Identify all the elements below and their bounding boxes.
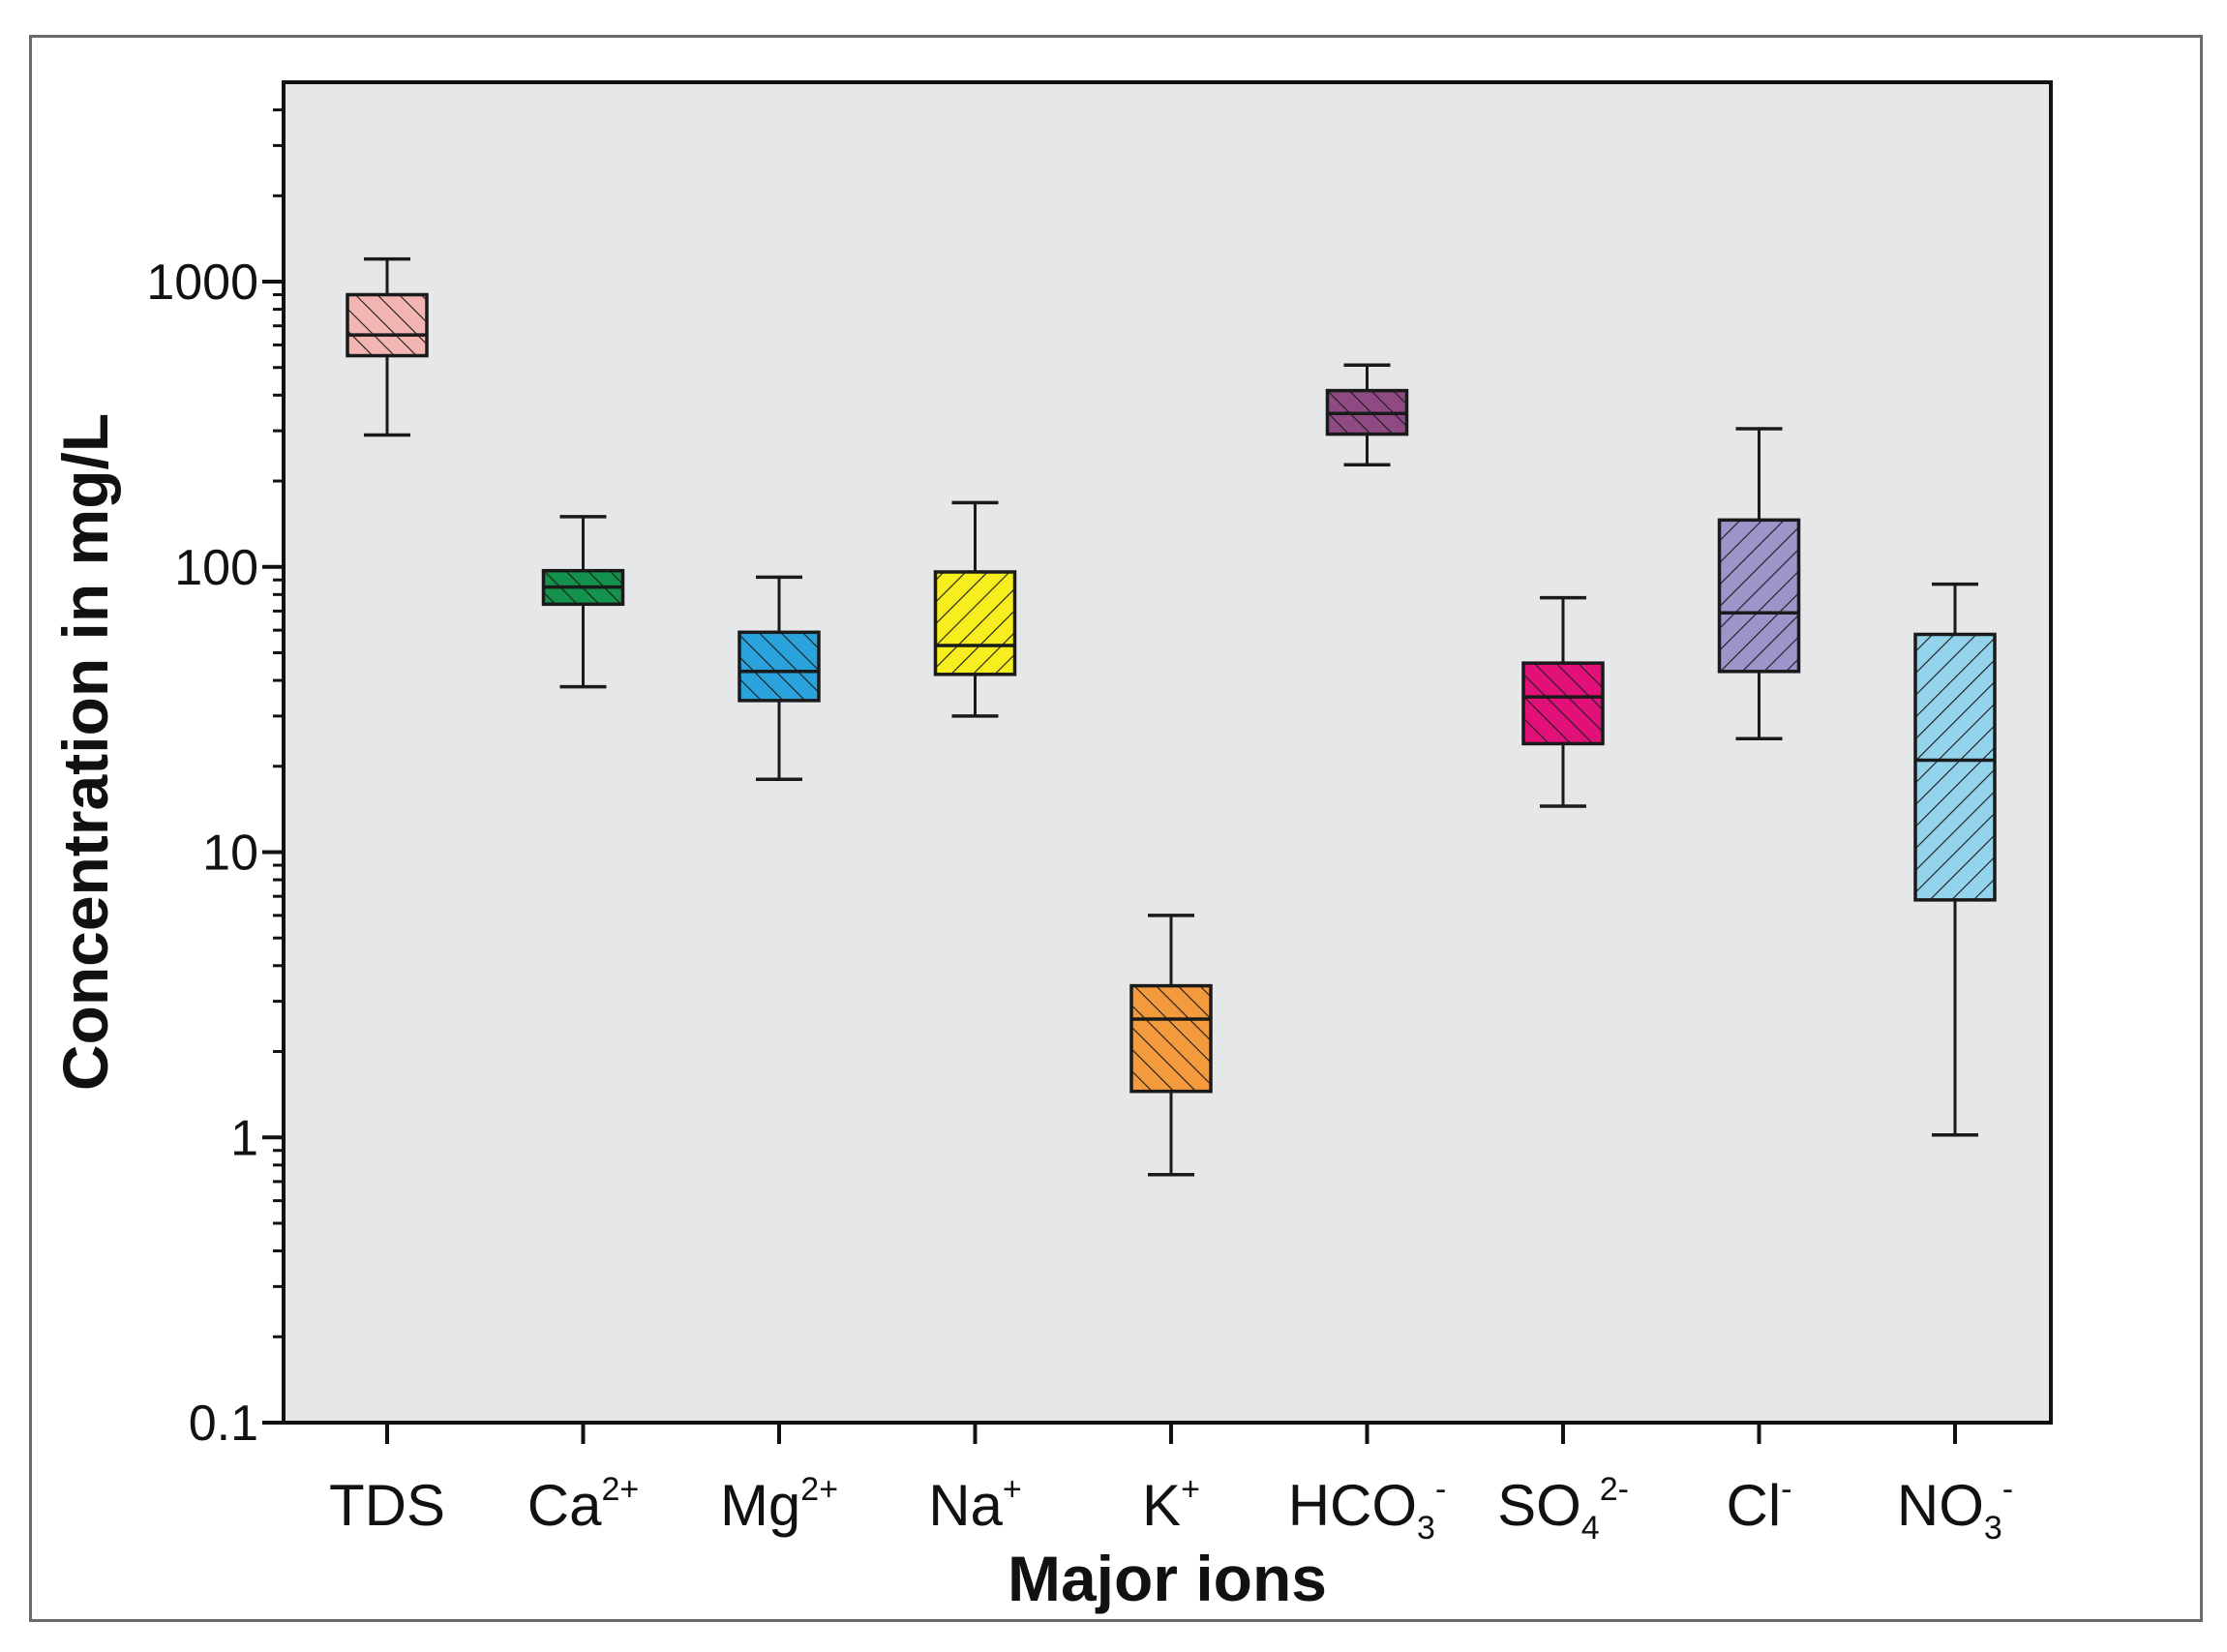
x-tick-label: NO3- — [1897, 1471, 2013, 1547]
y-axis-title: Concentration in mg/L — [49, 413, 121, 1091]
box-cl — [1717, 427, 1801, 740]
x-tick-label: K+ — [1142, 1471, 1200, 1538]
iqr-box — [933, 570, 1017, 676]
y-tick-label: 10 — [202, 826, 258, 882]
box-so — [1521, 595, 1605, 808]
x-tick-label: SO42- — [1497, 1471, 1629, 1547]
x-tick-label: Na+ — [928, 1471, 1022, 1538]
iqr-box — [1717, 518, 1801, 674]
box-ca — [541, 515, 625, 689]
x-tick-label: TDS — [329, 1473, 445, 1538]
figure-frame: 0.1 1 10 100 1000 TDS Ca2+ Mg2+ Na+ K+ HCO3- SO42-… — [29, 35, 2203, 1622]
y-tick-label: 100 — [174, 540, 258, 596]
box-tds — [346, 256, 429, 437]
iqr-box — [346, 292, 429, 358]
y-tick-label: 1000 — [146, 255, 258, 311]
x-axis: TDS Ca2+ Mg2+ Na+ K+ HCO3- SO42- Cl- NO3- — [329, 1423, 2013, 1547]
x-tick-label: Mg2+ — [720, 1471, 838, 1538]
box-mg — [737, 575, 821, 782]
x-tick-label: HCO3- — [1288, 1471, 1447, 1547]
y-tick-label: 1 — [230, 1110, 258, 1166]
boxes-layer — [346, 256, 1997, 1177]
plot-area — [284, 82, 2051, 1423]
iqr-box — [1521, 661, 1605, 746]
box-hco — [1325, 363, 1409, 467]
plot-border — [282, 80, 2053, 1425]
iqr-box — [1913, 632, 1997, 902]
box-plot-chart: 0.1 1 10 100 1000 TDS Ca2+ Mg2+ Na+ K+ HCO3- SO42-… — [49, 80, 2053, 1614]
y-tick-label: 0.1 — [189, 1396, 258, 1452]
iqr-box — [1129, 983, 1213, 1094]
x-tick-label: Cl- — [1727, 1471, 1792, 1538]
y-axis: 0.1 1 10 100 1000 — [146, 108, 284, 1452]
x-tick-label: Ca2+ — [527, 1471, 639, 1538]
x-axis-title: Major ions — [1008, 1543, 1327, 1614]
iqr-box — [737, 630, 821, 703]
box-na — [933, 500, 1017, 718]
box-no — [1913, 582, 1997, 1137]
box-k — [1129, 914, 1213, 1177]
